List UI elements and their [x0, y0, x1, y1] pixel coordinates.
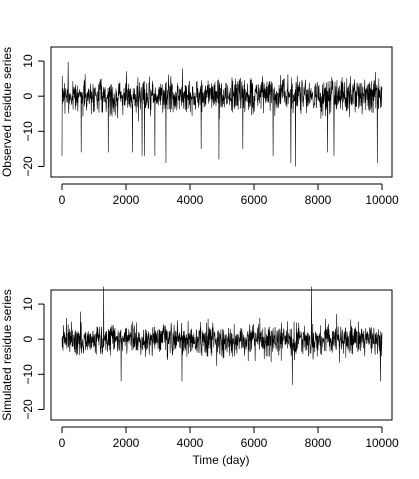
observed-x-tick-label: 8000: [305, 193, 332, 207]
simulated-y-tick-label: −10: [21, 364, 35, 385]
observed-plot-frame: [50, 46, 393, 178]
simulated-series-line: [61, 286, 383, 385]
simulated-y-tick-label: −20: [21, 399, 35, 420]
simulated-x-tick-label: 4000: [177, 436, 204, 450]
observed-x-tick-label: 2000: [113, 193, 140, 207]
simulated-x-tick-label: 10000: [365, 436, 399, 450]
simulated-series-trace: [61, 286, 383, 385]
observed-y-axis: −20 −10 0 10: [21, 54, 45, 177]
simulated-x-tick-label: 0: [59, 436, 66, 450]
x-axis-label: Time (day): [193, 453, 250, 467]
observed-x-tick-label: 6000: [241, 193, 268, 207]
observed-y-tick-label: −20: [21, 156, 35, 177]
observed-x-tick-label: 10000: [365, 193, 399, 207]
observed-x-tick-label: 0: [59, 193, 66, 207]
observed-series-trace: [61, 61, 383, 167]
simulated-y-axis: −20 −10 0 10: [21, 297, 45, 420]
observed-x-tick-label: 4000: [177, 193, 204, 207]
simulated-x-axis: 0 2000 4000 6000 8000 10000: [59, 426, 399, 450]
observed-series-line: [61, 61, 383, 167]
simulated-y-tick-label: 0: [21, 336, 35, 343]
simulated-y-axis-label: Simulated residue series: [0, 289, 14, 420]
observed-panel: 0 2000 4000 6000 8000 10000 −20 −10 0 10 Observe…: [0, 46, 399, 207]
simulated-x-tick-label: 6000: [241, 436, 268, 450]
simulated-plot-frame: [50, 289, 393, 421]
simulated-y-tick-label: 10: [21, 297, 35, 311]
simulated-x-tick-label: 2000: [113, 436, 140, 450]
observed-y-axis-label: Observed residue series: [0, 47, 14, 177]
observed-y-tick-label: 10: [21, 54, 35, 68]
simulated-x-tick-label: 8000: [305, 436, 332, 450]
observed-y-tick-label: 0: [21, 93, 35, 100]
observed-y-tick-label: −10: [21, 121, 35, 142]
observed-x-axis: 0 2000 4000 6000 8000 10000: [59, 183, 399, 207]
simulated-panel: 0 2000 4000 6000 8000 10000 −20 −10 0 10 Simulat…: [0, 286, 399, 467]
